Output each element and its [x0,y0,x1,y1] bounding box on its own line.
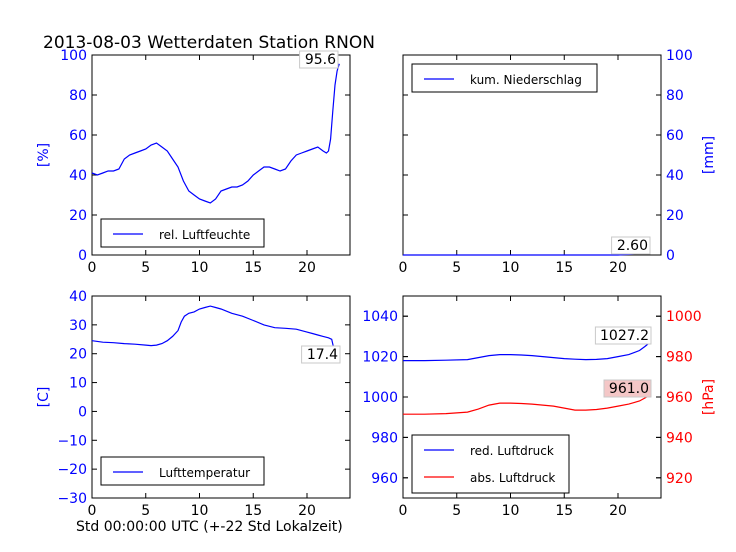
annotation-label: 961.0 [609,381,649,397]
y-tick-label: 20 [69,208,87,224]
x-tick-label: 20 [609,503,627,519]
annotation-box [301,345,341,364]
y-tick-label: 40 [69,289,87,305]
x-tick-label: 0 [88,503,97,519]
panel-pressure: 0 5 10 15 20 960 980 1000 1020 1040 920 940 960 980 10… [362,295,717,519]
x-tick-label: 15 [555,260,573,276]
x-tick-label: 15 [555,503,573,519]
annotation-box [603,379,652,398]
x-tick-label: 10 [502,260,520,276]
y-tick-label: 980 [371,430,398,446]
y-tick-label: −10 [57,433,87,449]
y-tick-label: 20 [666,208,684,224]
plot-frame [91,54,351,256]
legend-box [100,218,265,248]
y-tick-label: 1040 [362,309,398,325]
series-line-rel--luftfeuchte [91,63,340,204]
annotation-box [611,236,651,255]
x-tick-label: 5 [452,503,461,519]
y-tick-label: 80 [69,88,87,104]
series-line-lufttemperatur [91,305,340,362]
y-axis-label: [C] [36,387,52,408]
x-tick-label: 20 [298,503,316,519]
y-tick-label: −20 [57,462,87,478]
annotation-label: 2.60 [617,238,648,254]
x-tick-label: 20 [298,260,316,276]
panel-humidity: 0 5 10 15 20 0 20 40 60 80 100 [%] rel. Luftfeuchte 9… [36,48,351,276]
legend-label: Lufttemperatur [159,466,250,480]
panel-precipitation: 0 5 10 15 20 0 20 40 60 80 100 [mm] kum. Niederschla… [399,48,717,276]
x-tick-label: 5 [452,260,461,276]
y-tick-label: 30 [69,318,87,334]
x-tick-label: 10 [191,503,209,519]
chart-title: 2013-08-03 Wetterdaten Station RNON [43,33,375,53]
y-tick-label: 1020 [362,350,398,366]
x-tick-label: 0 [399,260,408,276]
y-tick-label: 0 [78,404,87,420]
legend-label: abs. Luftdruck [470,471,555,485]
legend-box [100,456,265,486]
x-tick-label: 10 [191,260,209,276]
x-caption: Std 00:00:00 UTC (+-22 Std Lokalzeit) [76,519,343,535]
series-line-abs--luftdruck [403,394,651,415]
y-tick-label: 980 [666,350,693,366]
y-tick-label: 1000 [362,390,398,406]
annotation-box [299,50,339,69]
y-tick-label: 1000 [666,309,702,325]
x-tick-label: 15 [244,503,262,519]
x-tick-label: 5 [141,503,150,519]
y-tick-label: 920 [666,471,693,487]
y-tick-label: −30 [57,491,87,507]
y-tick-label: 20 [69,347,87,363]
y-tick-label: 60 [666,128,684,144]
annotation-label: 17.4 [307,347,338,363]
legend-box [411,63,598,93]
y-tick-label: 0 [666,248,675,264]
legend-label: rel. Luftfeuchte [159,228,250,242]
y-tick-label: 0 [78,248,87,264]
legend-box [411,434,570,494]
x-tick-label: 0 [399,503,408,519]
y-axis-label: [%] [36,143,52,167]
y-tick-label: 40 [666,168,684,184]
y-tick-label: 80 [666,88,684,104]
x-tick-label: 20 [609,260,627,276]
annotation-box [594,326,652,345]
y-tick-label: 940 [666,430,693,446]
x-tick-label: 0 [88,260,97,276]
legend-label: kum. Niederschlag [470,73,582,87]
legend-label: red. Luftdruck [470,444,554,458]
y-axis-label: [hPa] [701,379,717,415]
y-tick-label: 10 [69,376,87,392]
x-tick-label: 5 [141,260,150,276]
y-tick-label: 100 [60,48,87,64]
series-line-red--luftdruck [403,341,651,362]
plot-frame [91,295,351,499]
panel-temperature: 0 5 10 15 20 −30 −20 −10 0 10 20 30 40 [C] Lufttempera… [36,289,351,519]
y-tick-label: 60 [69,128,87,144]
x-tick-label: 10 [502,503,520,519]
x-tick-label: 15 [244,260,262,276]
y-tick-label: 960 [666,390,693,406]
annotation-label: 1027.2 [600,328,649,344]
y-axis-label: [mm] [701,136,717,174]
y-tick-label: 960 [371,471,398,487]
y-tick-label: 40 [69,168,87,184]
y-tick-label: 100 [666,48,693,64]
annotation-label: 95.6 [305,52,336,68]
